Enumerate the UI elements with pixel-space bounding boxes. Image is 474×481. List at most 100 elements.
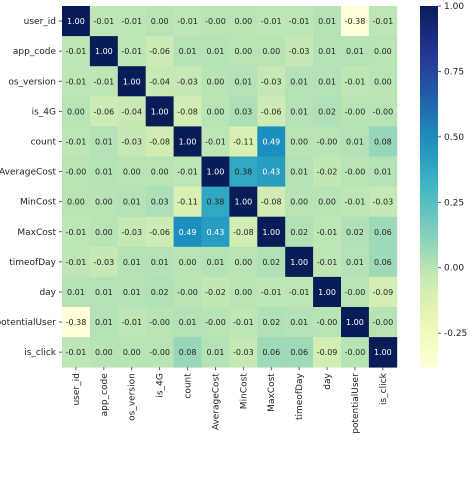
cell-value-label: -0.00 <box>149 318 170 327</box>
cell-value-label: 0.01 <box>290 318 308 327</box>
heatmap-cell <box>313 96 342 127</box>
cell-value-label: 0.01 <box>290 107 308 116</box>
x-tick-label: is_click <box>379 372 389 405</box>
heatmap-cell <box>368 216 398 248</box>
cell-value-label: -0.01 <box>66 258 87 267</box>
cell-value-label: 0.43 <box>262 168 280 177</box>
cell-value-label: -0.03 <box>372 198 393 207</box>
heatmap-cell <box>201 96 230 127</box>
cell-value-label: 0.00 <box>290 137 308 146</box>
cell-value-label: 0.00 <box>179 258 197 267</box>
heatmap-cell <box>117 96 147 127</box>
cell-value-label: -0.00 <box>372 318 393 327</box>
cell-value-label: -0.00 <box>205 318 226 327</box>
cell-value-label: 0.01 <box>318 17 336 26</box>
cell-value-label: -0.01 <box>205 137 226 146</box>
heatmap-cell <box>117 126 147 157</box>
cell-value-label: -0.06 <box>261 107 282 116</box>
heatmap-cell <box>89 126 119 157</box>
cell-value-label: 0.00 <box>95 348 113 357</box>
cell-value-label: 0.02 <box>262 318 280 327</box>
cell-value-label: 0.02 <box>318 107 336 116</box>
cell-value-label: 0.00 <box>151 17 169 26</box>
y-tick-label: count <box>31 137 57 147</box>
heatmap-cell <box>201 337 230 368</box>
cell-value-label: 0.01 <box>123 288 141 297</box>
cell-value-label: 0.00 <box>262 47 280 56</box>
cell-value-label: 0.01 <box>207 348 225 357</box>
heatmap-cell <box>89 246 119 278</box>
cell-value-label: -0.01 <box>121 17 142 26</box>
cell-value-label: -0.01 <box>66 47 87 56</box>
x-tick-label: MinCost <box>239 373 249 409</box>
heatmap-cell <box>285 96 314 127</box>
heatmap-cell <box>368 156 398 187</box>
heatmap-cell <box>62 337 91 368</box>
heatmap-cell <box>229 126 258 157</box>
heatmap-cell <box>368 66 398 97</box>
cell-value-label: 1.00 <box>67 17 85 26</box>
heatmap-cell <box>341 156 370 187</box>
heatmap-cell <box>173 6 202 37</box>
heatmap-cell <box>145 337 174 368</box>
cell-value-label: 0.01 <box>179 318 197 327</box>
cell-value-label: -0.02 <box>317 168 338 177</box>
heatmap-cell <box>313 36 342 67</box>
heatmap-cell <box>257 246 286 278</box>
heatmap-cell <box>229 186 258 218</box>
heatmap-cell <box>229 66 258 97</box>
heatmap-cell <box>62 66 91 97</box>
heatmap-cell <box>257 66 286 97</box>
heatmap-cell <box>201 66 230 97</box>
cell-value-label: -0.09 <box>372 288 393 297</box>
cell-value-label: 0.01 <box>346 137 364 146</box>
heatmap-cell <box>368 337 398 368</box>
cell-value-label: -0.01 <box>345 198 366 207</box>
cell-value-label: 0.01 <box>290 168 308 177</box>
heatmap-cell <box>117 276 147 308</box>
heatmap-cell <box>62 276 91 308</box>
cell-value-label: 1.00 <box>346 318 364 327</box>
cell-value-label: 0.06 <box>374 228 392 237</box>
heatmap-cell <box>173 36 202 67</box>
cell-value-label: 0.02 <box>262 258 280 267</box>
heatmap-cell <box>89 276 119 308</box>
heatmap-cell <box>173 246 202 278</box>
cell-value-label: -0.06 <box>149 228 170 237</box>
heatmap-cell <box>313 156 342 187</box>
cell-value-label: -0.00 <box>177 288 198 297</box>
heatmap-cell <box>285 307 314 338</box>
heatmap-cell <box>201 276 230 308</box>
heatmap-cell <box>145 307 174 338</box>
heatmap-cell <box>229 96 258 127</box>
cell-value-label: 0.00 <box>67 198 85 207</box>
cell-value-label: -0.00 <box>372 107 393 116</box>
cell-value-label: -0.01 <box>121 47 142 56</box>
cell-value-label: 1.00 <box>207 168 225 177</box>
cell-value-label: -0.01 <box>261 288 282 297</box>
cell-value-label: -0.00 <box>345 168 366 177</box>
cell-value-label: -0.38 <box>345 17 366 26</box>
cell-value-label: -0.09 <box>317 348 338 357</box>
cell-value-label: 0.01 <box>290 77 308 86</box>
x-tick-label: timeofDay <box>295 373 305 420</box>
cell-value-label: -0.01 <box>66 348 87 357</box>
cell-value-label: 0.01 <box>346 258 364 267</box>
heatmap-cell <box>173 126 202 157</box>
heatmap-cell <box>117 66 147 97</box>
heatmap-cell <box>89 186 119 218</box>
cell-value-label: -0.00 <box>345 288 366 297</box>
cell-value-label: 0.01 <box>95 288 113 297</box>
x-tick-label: os_version <box>128 373 138 421</box>
heatmap-cell <box>285 156 314 187</box>
heatmap-cell <box>313 307 342 338</box>
heatmap-cell <box>341 66 370 97</box>
cell-value-label: 0.00 <box>374 77 392 86</box>
heatmap-cell <box>62 246 91 278</box>
heatmap-cell <box>229 337 258 368</box>
cell-value-label: 0.02 <box>346 228 364 237</box>
heatmap-cell <box>229 307 258 338</box>
y-tick-label: is_click <box>24 348 57 358</box>
heatmap-cell <box>201 126 230 157</box>
